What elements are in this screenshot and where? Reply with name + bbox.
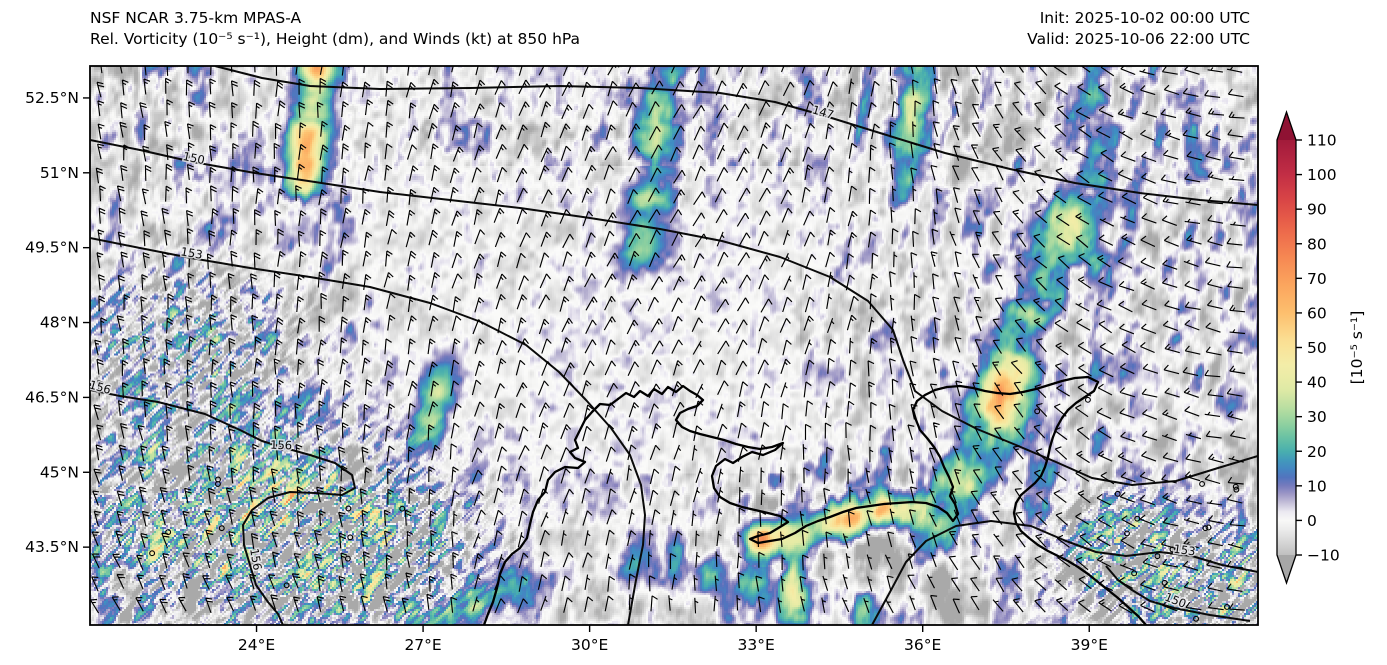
- calm-circle: [1161, 579, 1168, 586]
- calm-circle: [1199, 481, 1206, 487]
- contour-label: 147: [811, 102, 836, 122]
- y-tick-label: 49.5°N: [25, 239, 79, 257]
- x-tick-label: 27°E: [404, 636, 441, 654]
- colorbar-tick-label: 80: [1307, 235, 1327, 253]
- x-tick-label: 39°E: [1071, 636, 1108, 654]
- model-title: NSF NCAR 3.75-km MPAS-A: [90, 9, 302, 27]
- contour-label: 153: [1173, 542, 1197, 559]
- contour-label: 150: [1163, 590, 1189, 611]
- calm-circle: [283, 582, 290, 589]
- colorbar-tick-label: 90: [1307, 201, 1327, 219]
- calm-circle: [1202, 525, 1209, 532]
- calm-circle: [1205, 524, 1212, 531]
- calm-circle: [149, 550, 156, 557]
- x-tick-label: 24°E: [238, 636, 275, 654]
- y-tick-label: 51°N: [40, 164, 79, 182]
- coastline-north-black-sea-azov-caucasus: [616, 375, 1148, 625]
- init-time-label: Init: 2025-10-02 00:00 UTC: [1039, 9, 1250, 27]
- y-tick-label: 48°N: [40, 314, 79, 332]
- calm-circle: [345, 505, 352, 512]
- colorbar-tick-label: 10: [1307, 477, 1327, 495]
- colorbar-lower-arrow: [1277, 555, 1296, 583]
- valid-time-label: Valid: 2025-10-06 22:00 UTC: [1027, 30, 1250, 48]
- calm-circle: [344, 555, 351, 562]
- map-vector-layer: 147 150 153 156 156 156 153 150: [88, 66, 1258, 625]
- colorbar-tick-label: 20: [1307, 443, 1327, 461]
- calm-circle: [399, 505, 406, 512]
- colorbar-tick-label: 60: [1307, 304, 1327, 322]
- colorbar-tick-label: 110: [1307, 132, 1337, 150]
- colorbar-tick-label: 100: [1307, 166, 1337, 184]
- calm-circle: [1131, 570, 1138, 577]
- calm-circle: [1134, 515, 1141, 522]
- calm-circle: [1084, 396, 1091, 403]
- plot-border: [89, 65, 1259, 626]
- coastline-west-black-sea-coast: [482, 397, 620, 625]
- colorbar-tick-label: 50: [1307, 339, 1327, 357]
- contour-label: 153: [180, 244, 204, 262]
- colorbar-tick-label: 40: [1307, 374, 1327, 392]
- colorbar-gradient: [1277, 140, 1296, 555]
- contour-label: 156: [88, 377, 113, 397]
- calm-circle: [1233, 486, 1240, 493]
- calm-circle: [1034, 408, 1041, 415]
- calm-circle: [1232, 483, 1239, 490]
- colorbar-unit-label: [10⁻⁵ s⁻¹]: [1348, 311, 1366, 385]
- y-tick-label: 43.5°N: [25, 538, 79, 556]
- calm-circle: [165, 529, 172, 536]
- field-title: Rel. Vorticity (10⁻⁵ s⁻¹), Height (dm), …: [90, 30, 581, 48]
- height-contour-150: [90, 139, 1258, 486]
- contour-label: 156: [270, 438, 292, 453]
- x-tick-label: 30°E: [571, 636, 608, 654]
- y-tick-label: 45°N: [40, 463, 79, 481]
- colorbar-upper-arrow: [1277, 112, 1296, 140]
- contour-label: 150: [182, 149, 206, 167]
- calm-circle: [218, 525, 225, 532]
- height-contour-150: [1105, 565, 1251, 622]
- calm-circle: [1114, 490, 1121, 497]
- calm-circle: [1154, 553, 1161, 560]
- height-contour-153: [90, 237, 646, 625]
- calm-circle: [1169, 546, 1176, 553]
- calm-circle: [1124, 530, 1130, 537]
- height-contour-147: [214, 66, 1258, 206]
- calm-circle: [214, 481, 221, 487]
- x-tick-label: 33°E: [738, 636, 775, 654]
- wind-barbs: [90, 66, 1246, 614]
- calm-circle: [1224, 604, 1230, 610]
- colorbar-tick-label: 30: [1307, 408, 1327, 426]
- y-tick-label: 46.5°N: [25, 388, 79, 406]
- calm-wind-circles: [149, 396, 1240, 622]
- colorbar-tick-label: 0: [1307, 512, 1317, 530]
- calm-circle: [1193, 615, 1200, 622]
- y-tick-label: 52.5°N: [25, 89, 79, 107]
- x-tick-label: 36°E: [904, 636, 941, 654]
- axes: 24°E 27°E 30°E 33°E 36°E 39°E 52.5°N 51°N 49.5°N…: [25, 65, 1259, 654]
- calm-circle: [347, 534, 354, 541]
- vorticity-field-canvas: [90, 66, 1258, 625]
- colorbar-tick-label: 70: [1307, 270, 1327, 288]
- height-contour-156: [90, 389, 356, 625]
- colorbar-tick-label: −10: [1307, 547, 1340, 565]
- contour-label: 156: [247, 547, 265, 571]
